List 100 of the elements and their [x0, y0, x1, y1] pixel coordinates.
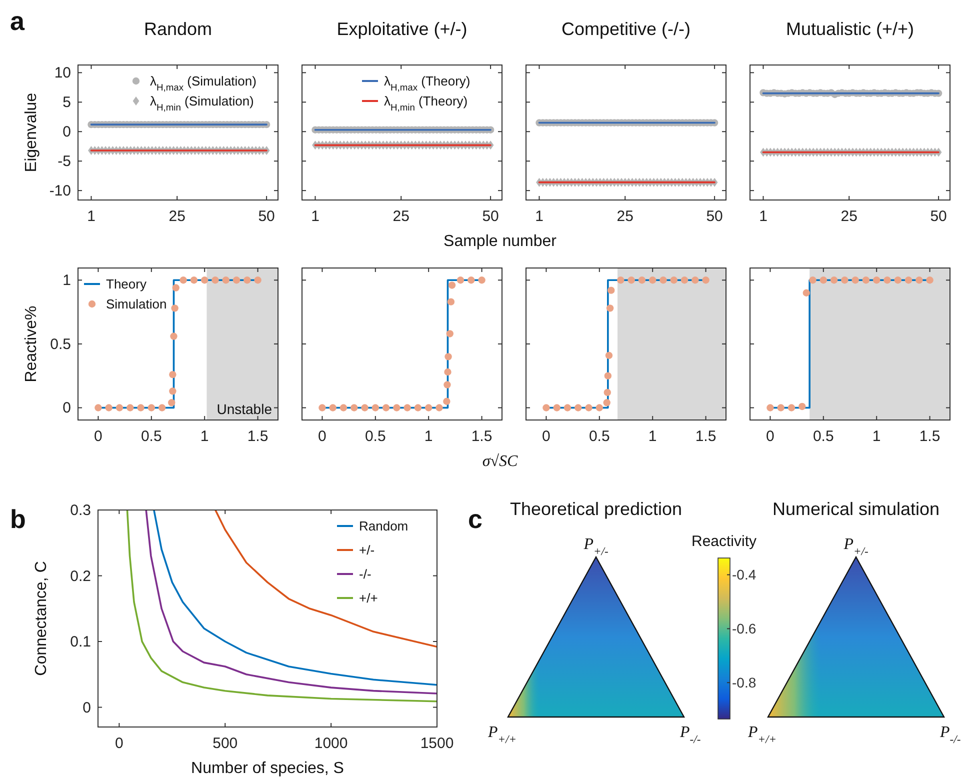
- x-tick-label: 0.5: [588, 428, 610, 445]
- y-tick-label: 5: [62, 94, 71, 112]
- point: [574, 404, 582, 412]
- point: [232, 276, 240, 284]
- text: -0.4: [732, 566, 756, 583]
- text: P$_{-/-}$: [939, 724, 961, 746]
- point: [904, 276, 912, 284]
- x-axis-title: Number of species, S: [191, 760, 344, 777]
- point: [648, 276, 656, 284]
- point: [212, 276, 219, 284]
- text: b: [10, 504, 26, 534]
- y-axis-title: Reactive%: [23, 306, 40, 382]
- y-tick-label: 0: [62, 124, 71, 141]
- text: Theoretical prediction: [510, 499, 682, 519]
- point: [894, 276, 902, 284]
- point: [340, 404, 348, 412]
- point: [596, 404, 604, 412]
- point: [456, 276, 464, 284]
- point: [444, 353, 452, 360]
- point: [172, 284, 180, 292]
- text: P$_{+/+}$: [487, 724, 517, 746]
- x-tick-label: 1: [535, 208, 544, 225]
- x-tick-label: 0: [94, 428, 102, 445]
- y-tick-label: 0.3: [70, 502, 91, 519]
- legend-label: λ$_{H,max}$ (Simulation): [150, 74, 256, 92]
- point: [190, 276, 198, 284]
- text: -0.8: [732, 674, 756, 691]
- x-tick-label: 1: [311, 208, 320, 225]
- point: [372, 404, 380, 412]
- x-tick-label: 25: [616, 208, 634, 225]
- y-axis-title: Eigenvalue: [23, 92, 40, 172]
- point: [170, 332, 178, 340]
- point: [116, 404, 124, 412]
- point: [542, 404, 550, 412]
- x-tick-label: 50: [930, 208, 947, 225]
- point: [222, 276, 230, 284]
- chart-title: Random: [144, 19, 212, 39]
- x-tick-label: 1: [424, 428, 433, 445]
- y-axis-title: Connectance, C: [33, 561, 50, 676]
- point: [447, 298, 455, 306]
- point: [446, 330, 454, 338]
- point: [820, 276, 828, 284]
- point: [350, 404, 358, 412]
- point: [200, 276, 208, 284]
- point: [254, 276, 262, 284]
- point: [148, 404, 156, 412]
- text: P$_{-/-}$: [679, 724, 701, 746]
- text: Numerical simulation: [772, 499, 940, 519]
- x-axis-title: σ√SC: [482, 453, 518, 470]
- point: [617, 276, 624, 284]
- legend-label: Simulation: [106, 296, 167, 312]
- point: [680, 276, 688, 284]
- point: [468, 276, 475, 284]
- x-tick-label: 1: [200, 428, 209, 445]
- point: [692, 276, 699, 284]
- x-tick-label: 0.5: [364, 428, 386, 445]
- point: [604, 372, 612, 380]
- color-bar-title: Reactivity: [691, 533, 757, 550]
- point: [424, 404, 432, 412]
- y-tick-label: 10: [54, 64, 71, 82]
- x-axis-title: Sample number: [444, 233, 558, 250]
- point: [444, 368, 452, 376]
- point: [553, 404, 560, 412]
- y-tick-label: 0: [62, 400, 71, 417]
- legend-label: λ$_{H,max}$ (Theory): [384, 74, 470, 92]
- point: [404, 404, 411, 412]
- point: [872, 276, 880, 284]
- x-tick-label: 0.5: [812, 428, 834, 445]
- x-tick-label: 1: [648, 428, 657, 445]
- point: [180, 276, 187, 284]
- x-tick-label: 50: [706, 208, 723, 225]
- point: [361, 404, 368, 412]
- x-tick-label: 1.5: [919, 428, 940, 445]
- point: [638, 276, 646, 284]
- legend-label: λ$_{H,min}$ (Theory): [384, 94, 468, 112]
- point: [766, 404, 774, 412]
- x-tick-label: 0: [318, 428, 326, 445]
- point: [244, 276, 251, 284]
- point: [884, 276, 891, 284]
- point: [137, 404, 144, 412]
- point: [329, 404, 336, 412]
- text: P$_{+/-}$: [582, 536, 608, 558]
- x-tick-label: 25: [392, 208, 410, 225]
- point: [830, 276, 838, 284]
- point: [105, 404, 112, 412]
- point: [158, 404, 166, 412]
- point: [660, 276, 667, 284]
- point: [926, 276, 934, 284]
- x-tick-label: 50: [482, 208, 499, 225]
- x-tick-label: 0: [542, 428, 550, 445]
- text: P$_{+/+}$: [747, 724, 777, 746]
- y-tick-label: 1: [62, 272, 71, 290]
- point: [628, 276, 635, 284]
- x-tick-label: 25: [840, 208, 858, 225]
- point: [852, 276, 859, 284]
- point: [608, 286, 615, 294]
- point: [809, 276, 816, 284]
- text: -0.6: [732, 620, 756, 637]
- point: [564, 404, 572, 412]
- point: [478, 276, 486, 284]
